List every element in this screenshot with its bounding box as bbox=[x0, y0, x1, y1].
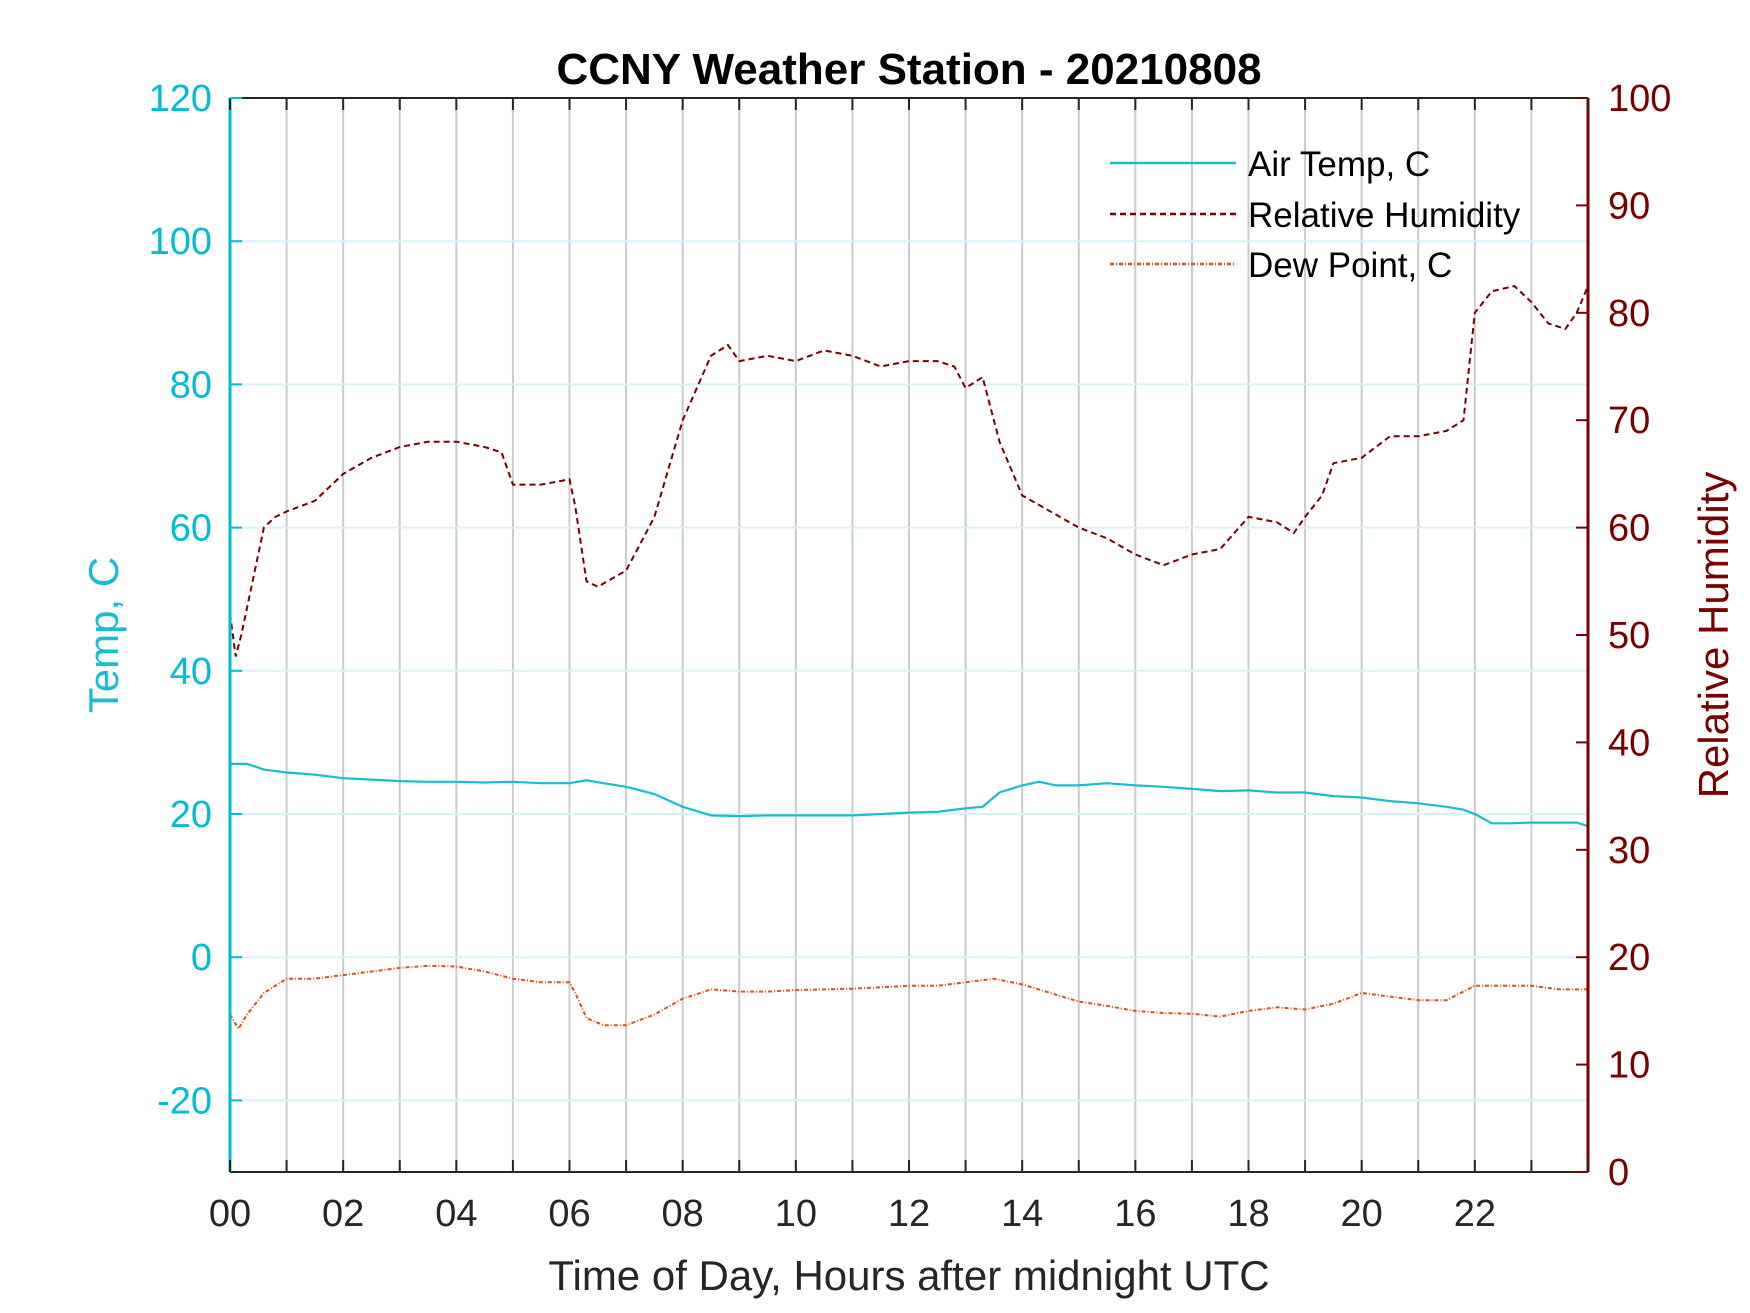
y-left-tick-label: 100 bbox=[149, 221, 212, 263]
y-right-tick-label: 50 bbox=[1608, 615, 1650, 657]
legend-label-dew-point: Dew Point, C bbox=[1248, 246, 1452, 285]
y-right-tick-label: 40 bbox=[1608, 722, 1650, 764]
y-left-tick-label: 60 bbox=[170, 508, 212, 550]
y-right-tick-label: 90 bbox=[1608, 185, 1650, 227]
series-line-dew-point-c bbox=[229, 964, 1588, 1031]
series-line-air-temp-c bbox=[230, 762, 1589, 828]
y-right-tick-label: 80 bbox=[1608, 293, 1650, 335]
y-right-tick-label: 70 bbox=[1608, 400, 1650, 442]
x-tick-label: 12 bbox=[888, 1193, 930, 1235]
y-right-axis-label: Relative Humidity bbox=[1690, 472, 1737, 799]
tick-labels: 00 02 04 06 08 10 12 14 16 18 20 22-200204060801001… bbox=[149, 78, 1672, 1235]
x-tick-label: 06 bbox=[548, 1193, 590, 1235]
x-tick-label: 10 bbox=[775, 1193, 817, 1235]
y-right-tick-label: 10 bbox=[1608, 1045, 1650, 1087]
chart-title: CCNY Weather Station - 20210808 bbox=[556, 45, 1261, 94]
x-tick-label: 14 bbox=[1001, 1193, 1043, 1235]
legend-label-air-temp: Air Temp, C bbox=[1248, 145, 1430, 184]
x-tick-label: 00 bbox=[209, 1193, 251, 1235]
y-left-tick-label: 0 bbox=[191, 937, 212, 979]
series-lines bbox=[229, 284, 1589, 1031]
x-tick-label: 22 bbox=[1454, 1193, 1496, 1235]
series-line-relative-humidity bbox=[229, 284, 1589, 657]
y-right-tick-label: 100 bbox=[1608, 78, 1671, 120]
x-tick-label: 16 bbox=[1114, 1193, 1156, 1235]
y-right-tick-label: 60 bbox=[1608, 508, 1650, 550]
x-tick-label: 18 bbox=[1227, 1193, 1269, 1235]
grid bbox=[230, 97, 1588, 1172]
x-tick-label: 08 bbox=[662, 1193, 704, 1235]
x-axis-label: Time of Day, Hours after midnight UTC bbox=[548, 1252, 1269, 1299]
y-left-tick-label: 40 bbox=[170, 651, 212, 693]
x-tick-label: 20 bbox=[1341, 1193, 1383, 1235]
x-tick-label: 02 bbox=[322, 1193, 364, 1235]
x-tick-label: 04 bbox=[435, 1193, 477, 1235]
legend: Air Temp, C Relative Humidity Dew Point,… bbox=[1110, 145, 1521, 285]
y-left-tick-label: 80 bbox=[170, 364, 212, 406]
y-left-axis-label: Temp, C bbox=[80, 557, 127, 713]
y-right-tick-label: 0 bbox=[1608, 1152, 1629, 1194]
y-left-tick-label: 120 bbox=[149, 78, 212, 120]
y-left-tick-label: -20 bbox=[157, 1080, 212, 1122]
y-right-tick-label: 30 bbox=[1608, 830, 1650, 872]
legend-label-relative-humidity: Relative Humidity bbox=[1248, 196, 1521, 235]
y-right-tick-label: 20 bbox=[1608, 937, 1650, 979]
axes bbox=[228, 97, 1590, 1173]
y-left-tick-label: 20 bbox=[170, 794, 212, 836]
